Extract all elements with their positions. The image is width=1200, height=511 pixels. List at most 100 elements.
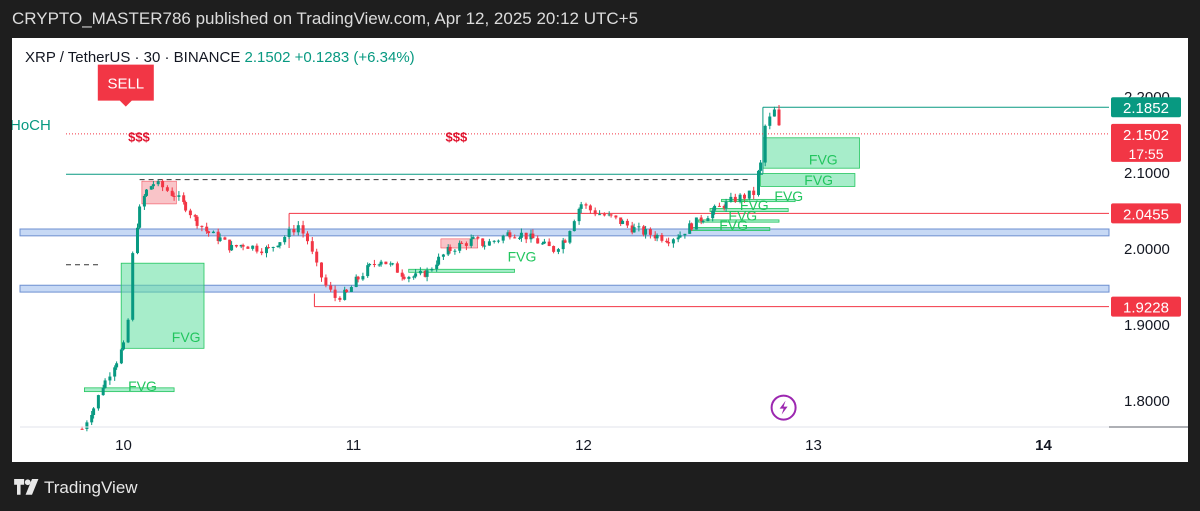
candle-body xyxy=(177,195,181,197)
candle-body xyxy=(458,242,462,251)
candle-body xyxy=(246,246,250,249)
candle-body xyxy=(349,287,353,292)
price-tag-label: 2.0455 xyxy=(1123,206,1169,223)
candle-body xyxy=(648,229,652,235)
candle-body xyxy=(145,189,148,196)
y-tick-label: 1.9000 xyxy=(1124,317,1170,334)
candle-body xyxy=(630,225,634,233)
candle-body xyxy=(602,214,606,216)
price-tag xyxy=(1111,296,1181,317)
candle-body xyxy=(260,251,264,254)
candle-body xyxy=(366,265,370,277)
candle-body xyxy=(425,270,429,277)
candle-body xyxy=(292,229,296,233)
candle-body xyxy=(216,231,220,242)
candle-body xyxy=(92,408,96,415)
fvg-label: FVG xyxy=(128,378,157,394)
chart-panel[interactable]: FVG FVG FVG FVG FVG FVG FVG FVG FVG $$$ $$$ HoCH SEL… xyxy=(12,38,1188,462)
candle-body xyxy=(694,217,698,230)
candle-body xyxy=(483,245,487,247)
candle-body xyxy=(119,349,123,364)
sell-label: SELL xyxy=(107,76,144,93)
candle-body xyxy=(402,276,406,279)
candle-body xyxy=(476,237,480,239)
candle-body xyxy=(391,263,395,265)
candle-body xyxy=(517,237,521,239)
publish-line: CRYPTO_MASTER786 published on TradingVie… xyxy=(12,9,639,28)
candle-body xyxy=(660,235,664,241)
candle-body xyxy=(469,238,473,246)
price-change: +0.1283 (+6.34%) xyxy=(294,49,415,66)
candle-body xyxy=(747,190,751,199)
demand-zone xyxy=(19,228,1110,237)
fvg-zone xyxy=(721,198,796,203)
candle-body xyxy=(234,244,238,247)
liquidity-label: $$$ xyxy=(446,130,468,145)
price-tag-label: 2.1502 xyxy=(1123,127,1169,144)
candle-body xyxy=(453,250,457,252)
candle-body xyxy=(395,263,399,273)
candle-body xyxy=(182,195,186,203)
x-tick-label: 14 xyxy=(1035,437,1052,454)
candle-body xyxy=(743,194,746,199)
candle-body xyxy=(584,204,588,206)
candle-body xyxy=(170,190,174,196)
candle-body xyxy=(759,162,763,171)
candle-body xyxy=(701,221,705,223)
candle-body xyxy=(711,210,715,219)
candle-body xyxy=(481,238,485,246)
candle-body xyxy=(772,109,776,117)
candle-body xyxy=(266,247,270,249)
candle-body xyxy=(149,186,153,190)
y-tick-label: 2.0000 xyxy=(1124,241,1170,258)
brand-name[interactable]: TradingView xyxy=(44,478,138,497)
x-tick-label: 11 xyxy=(346,437,362,454)
price-tag-label: 2.1852 xyxy=(1123,100,1169,117)
candle-body xyxy=(706,218,710,222)
candle-body xyxy=(579,204,583,209)
candle-body xyxy=(722,205,726,209)
candle-body xyxy=(379,261,383,265)
candle-body xyxy=(151,184,155,187)
candle-body xyxy=(588,205,592,211)
candle-body xyxy=(501,235,505,241)
candle-body xyxy=(161,181,165,188)
candle-body xyxy=(156,181,160,185)
candle-body xyxy=(556,249,560,252)
candle-body xyxy=(195,216,199,226)
candle-body xyxy=(329,285,333,290)
fvg-zone xyxy=(709,208,789,212)
choch-label: HoCH xyxy=(12,117,51,134)
candle-body xyxy=(356,276,360,280)
candle-body xyxy=(142,195,146,207)
candle-body xyxy=(251,245,255,249)
candle-body xyxy=(441,254,445,257)
x-tick-label: 10 xyxy=(115,437,132,454)
candle-body xyxy=(529,233,533,240)
candle-body xyxy=(80,428,84,430)
demand-zone xyxy=(19,284,1110,293)
last-price: 2.1502 xyxy=(244,49,291,66)
candle-body xyxy=(531,233,535,239)
candle-body xyxy=(228,239,232,251)
candle-body xyxy=(607,214,611,216)
candle-body xyxy=(464,243,468,246)
candle-body xyxy=(568,231,572,243)
candle-body xyxy=(777,109,781,126)
fvg-zone xyxy=(698,219,780,223)
price-tag xyxy=(1111,97,1181,118)
fvg-zone xyxy=(408,268,515,273)
fvg-zone xyxy=(762,137,860,169)
candle-body xyxy=(423,270,427,277)
countdown-label: 17:55 xyxy=(1128,146,1163,162)
candle-body xyxy=(644,229,648,235)
footer: TradingView xyxy=(0,466,1200,511)
symbol-legend: XRP / TetherUS · 30 · BINANCE 2.1502 +0.… xyxy=(25,49,415,66)
candle-body xyxy=(211,231,215,234)
candle-body xyxy=(135,227,139,254)
candle-body xyxy=(609,214,613,216)
candle-body xyxy=(343,289,347,300)
price-tag-label: 1.9228 xyxy=(1123,300,1169,317)
candle-body xyxy=(172,195,176,197)
